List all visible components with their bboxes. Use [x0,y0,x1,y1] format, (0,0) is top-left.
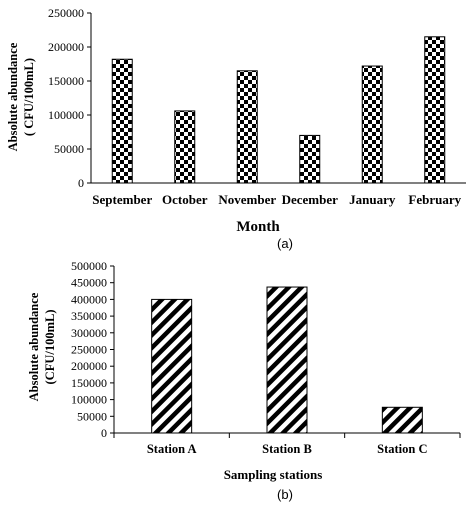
chart-a: Absolute abundance ( CFU/100mL) 0 50000 10… [6,6,466,251]
chart-a-yaxis-label: Absolute abundance ( CFU/100mL) [6,42,36,151]
chart-b-category-label: Station C [377,442,427,456]
chart-a-ylabel-line1: Absolute abundance [6,42,20,151]
chart-a-categories: September October November December January F… [92,192,461,207]
chart-a-ytick-label: 100000 [48,108,84,122]
chart-a-category-label: December [282,192,339,207]
chart-b-ytick-label: 450000 [71,276,107,290]
chart-a-bar [299,134,321,184]
chart-b-ytick-label: 500000 [71,259,107,273]
chart-a-panel-label: (a) [277,236,293,251]
chart-a-bars [111,36,446,184]
chart-b-axes [113,266,461,438]
chart-b-xlabel: Sampling stations [224,467,323,482]
chart-b-category-label: Station B [262,442,312,456]
chart-b-category-label: Station A [147,442,197,456]
chart-b-ytick-label: 100000 [71,393,107,407]
chart-a-ylabel-line2: ( CFU/100mL) [22,58,36,136]
chart-b-ytick-label: 50000 [77,409,107,423]
chart-a-ytick-label: 150000 [48,74,84,88]
chart-b-ytick-label: 300000 [71,326,107,340]
chart-b-panel-label: (b) [277,487,293,502]
chart-a-axes [90,13,466,184]
chart-b-categories: Station A Station B Station C [147,442,428,456]
chart-a-bar [236,70,258,184]
chart-a-ytick-label: 250000 [48,6,84,20]
chart-a-bar [174,110,196,184]
chart-b-bar [266,286,308,434]
chart-b-ytick-label: 250000 [71,343,107,357]
chart-b-ylabel-line1: Absolute abundance [27,292,41,401]
chart-a-yticks: 0 50000 100000 150000 200000 250000 [48,6,91,190]
chart-a-ytick-label: 50000 [54,142,84,156]
chart-b-yticks: 0 50000 100000 150000 200000 250000 300000 3500… [71,259,114,440]
chart-b-ytick-label: 200000 [71,359,107,373]
chart-a-bar [111,58,133,184]
chart-b-ytick-label: 400000 [71,292,107,306]
chart-b-bars [151,286,423,434]
chart-a-category-label: January [349,192,396,207]
chart-a-xlabel: Month [236,219,280,235]
chart-a-bar [361,65,383,184]
chart-a-category-label: September [92,192,152,207]
chart-b-ytick-label: 0 [101,426,107,440]
chart-a-category-label: October [162,192,208,207]
chart-b-yaxis-label: Absolute abundance (CFU/100mL) [27,292,57,401]
chart-b-bar [151,298,193,434]
chart-a-bar [424,36,446,184]
chart-a-category-label: November [218,192,276,207]
chart-b-ytick-label: 350000 [71,309,107,323]
chart-b: Absolute abundance (CFU/100mL) 0 50000 100… [27,259,461,502]
chart-a-ytick-label: 200000 [48,40,84,54]
chart-b-ylabel-line2: (CFU/100mL) [43,310,57,385]
chart-b-bar [381,406,423,434]
chart-a-ytick-label: 0 [78,176,84,190]
chart-b-ytick-label: 150000 [71,376,107,390]
chart-a-category-label: February [408,192,461,207]
